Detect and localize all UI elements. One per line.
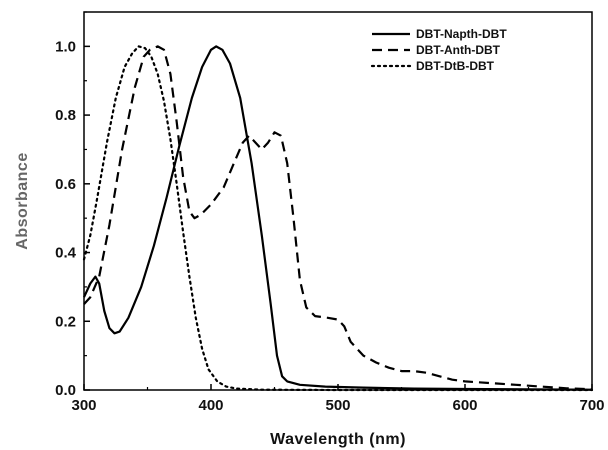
series-layer [82,45,594,392]
y-tick-label: 0.2 [55,313,76,330]
x-tick-label: 300 [71,397,96,414]
x-tick-label: 700 [579,397,604,414]
x-axis-ticks: 300 400 500 600 700 [71,384,605,414]
y-tick-label: 0.8 [55,107,76,124]
y-axis-title: Absorbance [14,152,31,249]
x-tick-label: 400 [198,397,223,414]
x-axis-title: Wavelength (nm) [270,431,406,448]
legend-label-2: DBT-Anth-DBT [416,43,501,57]
legend-label-3: DBT-DtB-DBT [416,59,495,73]
x-tick-label: 600 [452,397,477,414]
y-tick-label: 0.4 [55,245,77,262]
legend: DBT-Napth-DBT DBT-Anth-DBT DBT-DtB-DBT [370,27,507,73]
series-line-2 [83,45,593,391]
series-line-1 [83,45,593,391]
x-tick-label: 500 [325,397,350,414]
y-tick-label: 0.6 [55,176,76,193]
y-axis-ticks: 0.0 0.2 0.4 0.6 0.8 1.0 [55,11,90,399]
plot-frame [83,11,593,391]
y-tick-label: 1.0 [55,38,76,55]
series-line-3 [82,45,594,392]
y-tick-label: 0.0 [55,382,76,399]
legend-label-1: DBT-Napth-DBT [416,27,507,41]
